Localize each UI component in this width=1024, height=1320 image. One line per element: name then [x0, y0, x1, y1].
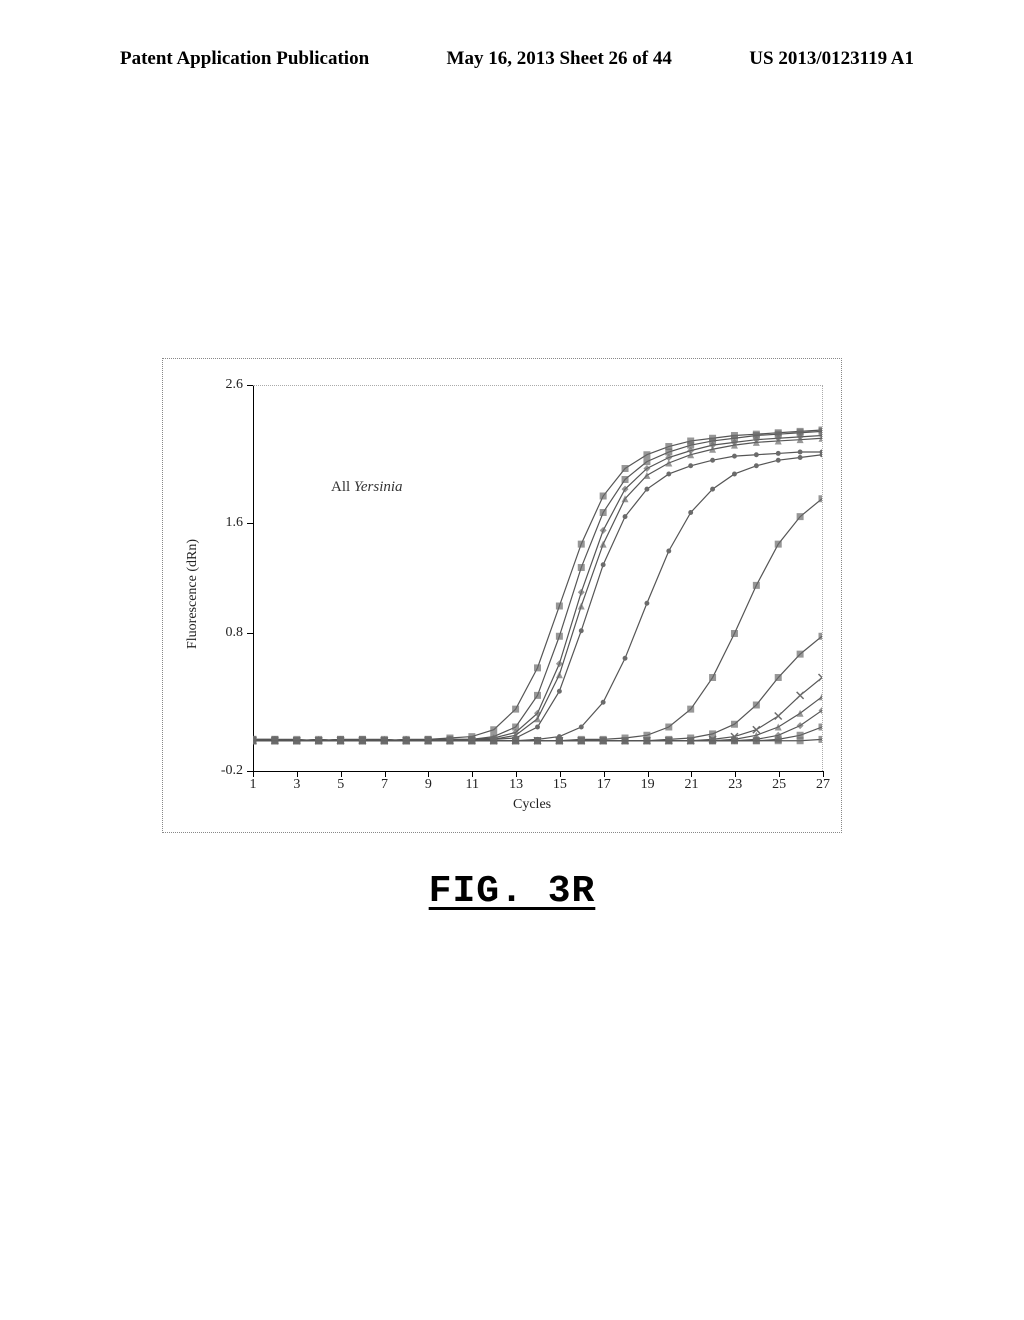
x-tick-label: 5	[331, 777, 351, 793]
plot-area	[253, 385, 823, 771]
x-axis	[253, 771, 823, 772]
y-tick-label: 0.8	[203, 625, 243, 641]
page-header: Patent Application Publication May 16, 2…	[0, 48, 1024, 70]
y-tick-label: 2.6	[203, 377, 243, 393]
x-tick-label: 17	[594, 777, 614, 793]
x-tick-label: 11	[462, 777, 482, 793]
x-tick-label: 27	[813, 777, 833, 793]
y-axis-label: Fluorescence (dRn)	[185, 539, 201, 649]
x-tick-label: 21	[681, 777, 701, 793]
x-tick-label: 3	[287, 777, 307, 793]
x-tick-label: 1	[243, 777, 263, 793]
figure-label: FIG. 3R	[0, 870, 1024, 913]
header-right: US 2013/0123119 A1	[749, 48, 914, 70]
x-tick-label: 15	[550, 777, 570, 793]
y-tick-label: -0.2	[203, 763, 243, 779]
x-tick-label: 19	[638, 777, 658, 793]
y-tick-label: 1.6	[203, 515, 243, 531]
x-axis-label: Cycles	[513, 797, 551, 813]
amplification-chart: All Yersinia Fluorescence (dRn) Cycles -…	[162, 358, 842, 833]
x-tick-label: 7	[375, 777, 395, 793]
x-tick-label: 9	[418, 777, 438, 793]
figure-label-text: FIG. 3R	[429, 870, 596, 913]
x-tick-label: 25	[769, 777, 789, 793]
header-center: May 16, 2013 Sheet 26 of 44	[447, 48, 672, 70]
x-tick-label: 23	[725, 777, 745, 793]
header-left: Patent Application Publication	[120, 48, 369, 70]
x-tick-label: 13	[506, 777, 526, 793]
